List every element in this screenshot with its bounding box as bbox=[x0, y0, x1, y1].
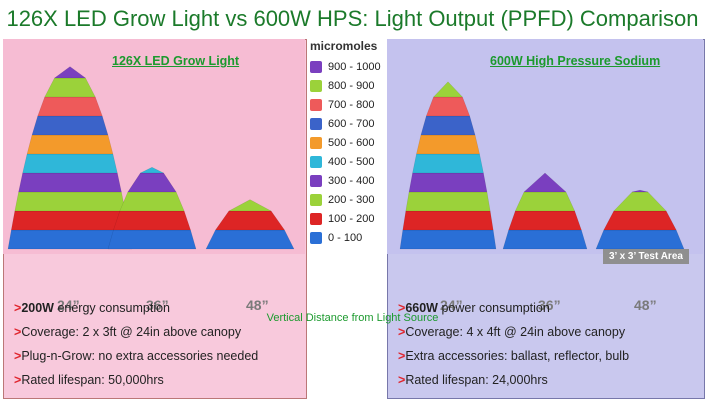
ppfd-band bbox=[11, 210, 129, 231]
test-area-badge: 3’ x 3’ Test Area bbox=[603, 249, 689, 264]
ppfd-mound bbox=[107, 167, 197, 250]
hps-bullet: >Extra accessories: ballast, reflector, … bbox=[398, 349, 630, 363]
ppfd-band bbox=[22, 153, 118, 174]
legend-label: 400 - 500 bbox=[328, 155, 375, 168]
legend-swatch bbox=[310, 231, 322, 244]
legend-label: 900 - 1000 bbox=[328, 60, 381, 73]
legend-label: 100 - 200 bbox=[328, 212, 375, 225]
ppfd-mound bbox=[595, 189, 685, 250]
ppfd-band bbox=[205, 229, 295, 250]
ppfd-band bbox=[113, 210, 191, 231]
hps-panel-title: 600W High Pressure Sodium bbox=[490, 54, 661, 68]
hps-tick-36: 36” bbox=[538, 297, 561, 313]
legend-label: 500 - 600 bbox=[328, 136, 375, 149]
legend-swatch bbox=[310, 155, 322, 168]
ppfd-band bbox=[215, 210, 285, 231]
legend-entry: 100 - 200 bbox=[310, 211, 374, 226]
ppfd-band bbox=[408, 172, 488, 193]
ppfd-band bbox=[508, 210, 582, 231]
legend-entry: 0 - 100 bbox=[310, 230, 362, 245]
hps-tick-24: 24” bbox=[440, 297, 463, 313]
legend-entry: 900 - 1000 bbox=[310, 59, 381, 74]
ppfd-band bbox=[44, 77, 96, 98]
legend-title: micromoles bbox=[310, 39, 378, 53]
ppfd-band bbox=[53, 66, 87, 79]
led-panel-title: 126X LED Grow Light bbox=[112, 54, 240, 68]
ppfd-band bbox=[399, 229, 497, 250]
led-tick-24: 24” bbox=[57, 297, 80, 313]
page-title: 126X LED Grow Light vs 600W HPS: Light O… bbox=[6, 6, 699, 31]
ppfd-mound bbox=[7, 66, 133, 250]
ppfd-band bbox=[514, 191, 576, 212]
comparison-frame: 126X LED Grow Light 600W High Pressure S… bbox=[0, 39, 705, 400]
ppfd-band bbox=[140, 167, 164, 174]
legend-label: 0 - 100 bbox=[328, 231, 363, 244]
ppfd-band bbox=[420, 115, 476, 136]
legend-label: 600 - 700 bbox=[328, 117, 375, 130]
ppfd-band bbox=[595, 229, 685, 250]
legend-entry: 200 - 300 bbox=[310, 192, 374, 207]
ppfd-band bbox=[127, 172, 177, 193]
ppfd-band bbox=[31, 115, 109, 136]
ppfd-band bbox=[603, 210, 677, 231]
x-axis-label: Vertical Distance from Light Source bbox=[266, 312, 439, 324]
ppfd-band bbox=[425, 96, 471, 117]
legend-swatch bbox=[310, 117, 322, 130]
led-bullet: >Plug-n-Grow: no extra accessories neede… bbox=[14, 349, 259, 363]
ppfd-band bbox=[502, 229, 588, 250]
ppfd-band bbox=[416, 134, 480, 155]
hps-bullets: >660W power consumption >Coverage: 4 x 4… bbox=[398, 296, 629, 392]
led-bullet: >200W energy consumption bbox=[14, 301, 171, 315]
ppfd-mound bbox=[399, 81, 497, 250]
ppfd-mound bbox=[205, 199, 295, 250]
legend-label: 200 - 300 bbox=[328, 193, 375, 206]
legend-label: 700 - 800 bbox=[328, 98, 375, 111]
ppfd-band bbox=[432, 81, 464, 98]
legend: micromoles 900 - 1000 800 - 900 700 - 800 6… bbox=[306, 39, 386, 254]
ppfd-band bbox=[632, 189, 648, 193]
hps-bullet: >660W power consumption bbox=[398, 301, 550, 315]
led-bullet: >Coverage: 2 x 3ft @ 24in above canopy bbox=[14, 325, 242, 339]
legend-swatch bbox=[310, 212, 322, 225]
led-tick-48: 48” bbox=[246, 297, 269, 313]
ppfd-band bbox=[107, 229, 197, 250]
led-bullets: >200W energy consumption >Coverage: 2 x … bbox=[14, 296, 258, 392]
ppfd-mound bbox=[502, 172, 588, 250]
ppfd-band bbox=[402, 210, 494, 231]
ppfd-band bbox=[228, 199, 272, 212]
legend-swatch bbox=[310, 79, 322, 92]
ppfd-band bbox=[14, 191, 126, 212]
legend-swatch bbox=[310, 98, 322, 111]
hps-bullet: >Coverage: 4 x 4ft @ 24in above canopy bbox=[398, 325, 626, 339]
ppfd-band bbox=[37, 96, 103, 117]
legend-label: 300 - 400 bbox=[328, 174, 375, 187]
legend-swatch bbox=[310, 193, 322, 206]
ppfd-chart bbox=[7, 66, 685, 250]
ppfd-band bbox=[523, 172, 567, 193]
ppfd-band bbox=[119, 191, 185, 212]
led-tick-36: 36” bbox=[146, 297, 169, 313]
legend-entry: 800 - 900 bbox=[310, 78, 374, 93]
legend-entry: 500 - 600 bbox=[310, 135, 374, 150]
hps-tick-48: 48” bbox=[634, 297, 657, 313]
legend-entry: 700 - 800 bbox=[310, 97, 374, 112]
legend-entry: 600 - 700 bbox=[310, 116, 374, 131]
ppfd-band bbox=[26, 134, 114, 155]
ppfd-band bbox=[18, 172, 122, 193]
hps-bullet: >Rated lifespan: 24,000hrs bbox=[398, 373, 548, 387]
ppfd-band bbox=[405, 191, 491, 212]
led-bullet: >Rated lifespan: 50,000hrs bbox=[14, 373, 164, 387]
legend-swatch bbox=[310, 60, 322, 73]
ppfd-band bbox=[613, 191, 667, 212]
legend-entry: 300 - 400 bbox=[310, 173, 374, 188]
legend-swatch bbox=[310, 136, 322, 149]
ppfd-band bbox=[412, 153, 484, 174]
legend-label: 800 - 900 bbox=[328, 79, 375, 92]
legend-entry: 400 - 500 bbox=[310, 154, 374, 169]
legend-swatch bbox=[310, 174, 322, 187]
